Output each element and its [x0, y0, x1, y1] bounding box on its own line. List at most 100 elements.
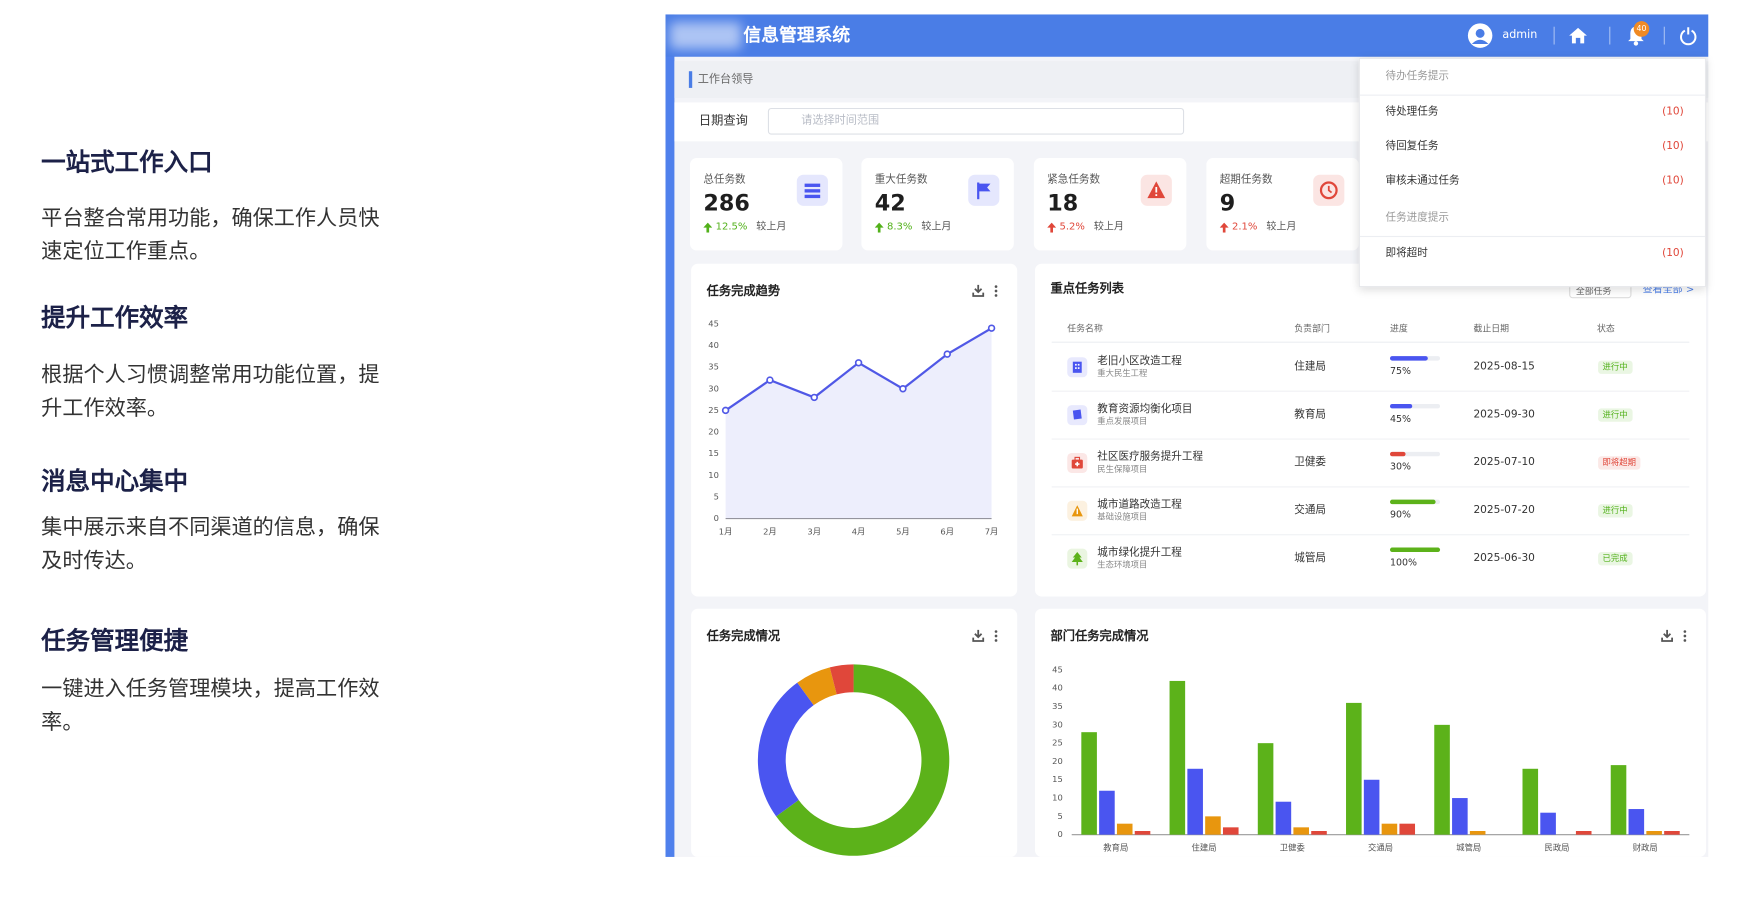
stat-icon-part [1319, 181, 1338, 200]
view-all-link[interactable]: 查看全部 > [1642, 284, 1695, 297]
stat-icon-part [978, 183, 991, 192]
download-icon-part [972, 637, 985, 642]
user-name[interactable]: admin [1502, 28, 1538, 42]
task-status: 即将超期 [1602, 457, 1636, 468]
bar [1628, 809, 1645, 835]
notification-section-title: 待办任务提示 [1385, 70, 1449, 83]
more-icon-part [994, 294, 998, 297]
bar [1293, 827, 1309, 835]
progress-bar [1389, 499, 1436, 505]
more-icon[interactable] [994, 285, 998, 297]
row-divider [1051, 486, 1690, 488]
x-tick-label: 教育局 [1103, 843, 1128, 853]
user-avatar[interactable] [1467, 22, 1494, 49]
row-icon-part [1072, 409, 1082, 420]
y-tick-label: 20 [708, 427, 719, 437]
y-tick-label: 0 [714, 513, 719, 523]
feature-title: 提升工作效率 [41, 304, 189, 333]
bar [1205, 816, 1221, 835]
y-tick-label: 15 [708, 448, 719, 458]
row-icon-part [1074, 456, 1081, 462]
bar [1381, 823, 1398, 835]
more-icon-part [994, 289, 998, 293]
date-input[interactable] [767, 107, 1185, 135]
card-title: 任务完成情况 [706, 628, 781, 644]
bar [1257, 743, 1274, 835]
bar [1116, 823, 1133, 835]
y-tick-label: 5 [1057, 811, 1062, 821]
feature-title: 消息中心集中 [41, 468, 189, 497]
download-icon-part [1663, 629, 1672, 639]
line-point [766, 376, 774, 384]
x-tick-label: 财政局 [1633, 843, 1658, 853]
download-icon[interactable] [972, 284, 985, 297]
x-tick-label: 7月 [985, 526, 999, 536]
more-icon-part [1683, 630, 1687, 633]
task-deadline: 2025-07-20 [1473, 504, 1535, 517]
x-tick-label: 民政局 [1544, 843, 1569, 853]
bar [1575, 830, 1592, 835]
more-icon-part [994, 285, 998, 288]
task-department: 教育局 [1294, 408, 1327, 421]
stat-trend: 12.5% 较上月 [703, 219, 786, 235]
stat-value: 286 [703, 189, 750, 216]
task-status: 已完成 [1602, 553, 1628, 564]
stat-card [1033, 158, 1187, 251]
notification-item[interactable]: 待处理任务 [1385, 105, 1439, 118]
stat-trend: 5.2% 较上月 [1047, 219, 1124, 235]
stat-icon [977, 182, 991, 200]
task-status: 进行中 [1602, 361, 1628, 372]
stat-icon-part [804, 189, 821, 193]
x-tick-label: 4月 [852, 526, 866, 536]
status-bg [1598, 360, 1633, 374]
status-bg [1598, 456, 1641, 470]
task-status: 进行中 [1602, 505, 1628, 516]
more-icon-part [994, 639, 998, 642]
task-department: 住建局 [1294, 360, 1327, 373]
bar-chart: 0 5 10 15 20 25 30 35 40 45 教育局 住建局 卫健委 交通局 城管局 民政局 财政局 [1052, 664, 1690, 853]
bar [1275, 801, 1292, 835]
header-divider [1553, 26, 1555, 45]
notification-item[interactable]: 待回复任务 [1385, 140, 1439, 153]
header-divider [1609, 26, 1611, 45]
bar [1610, 765, 1627, 835]
download-icon-part [974, 284, 983, 294]
more-icon[interactable] [994, 630, 998, 642]
bar [1311, 830, 1327, 835]
notification-item[interactable]: 即将超时 [1385, 247, 1428, 260]
power-icon-part [1680, 29, 1697, 46]
download-icon[interactable] [1661, 629, 1673, 642]
trend-arrow-shape [874, 222, 884, 233]
bar [1169, 680, 1186, 835]
task-category: 基础设施项目 [1097, 511, 1148, 522]
home-icon-part [1569, 27, 1587, 44]
card [691, 263, 1018, 597]
x-tick-label: 6月 [940, 526, 954, 536]
y-tick-label: 25 [708, 405, 719, 415]
panel-divider [1359, 94, 1705, 96]
donut-segment [829, 664, 854, 695]
stat-icon-part [804, 183, 821, 187]
line-point [987, 324, 996, 332]
notification-item[interactable]: 审核未通过任务 [1385, 174, 1460, 187]
stat-compare: 较上月 [921, 221, 952, 233]
progress-label: 100% [1389, 557, 1418, 569]
feature-description: 根据个人习惯调整常用功能位置，提升工作效率。 [41, 362, 380, 421]
power-icon[interactable] [1679, 27, 1697, 46]
home-icon[interactable] [1568, 27, 1588, 45]
download-icon[interactable] [972, 629, 985, 642]
trend-arrow-shape [703, 222, 713, 233]
y-tick-label: 25 [1052, 738, 1063, 748]
card-title: 重点任务列表 [1050, 281, 1125, 297]
stat-label: 紧急任务数 [1047, 173, 1101, 186]
notification-count: (10) [1662, 247, 1684, 260]
y-tick-label: 40 [1052, 683, 1063, 693]
task-name: 城市绿化提升工程 [1097, 546, 1182, 559]
status-bg [1598, 551, 1633, 566]
task-category: 重点发展项目 [1097, 416, 1148, 427]
more-icon[interactable] [1683, 630, 1687, 642]
progress-label: 30% [1389, 461, 1412, 473]
stat-trend: 2.1% 较上月 [1219, 219, 1296, 235]
